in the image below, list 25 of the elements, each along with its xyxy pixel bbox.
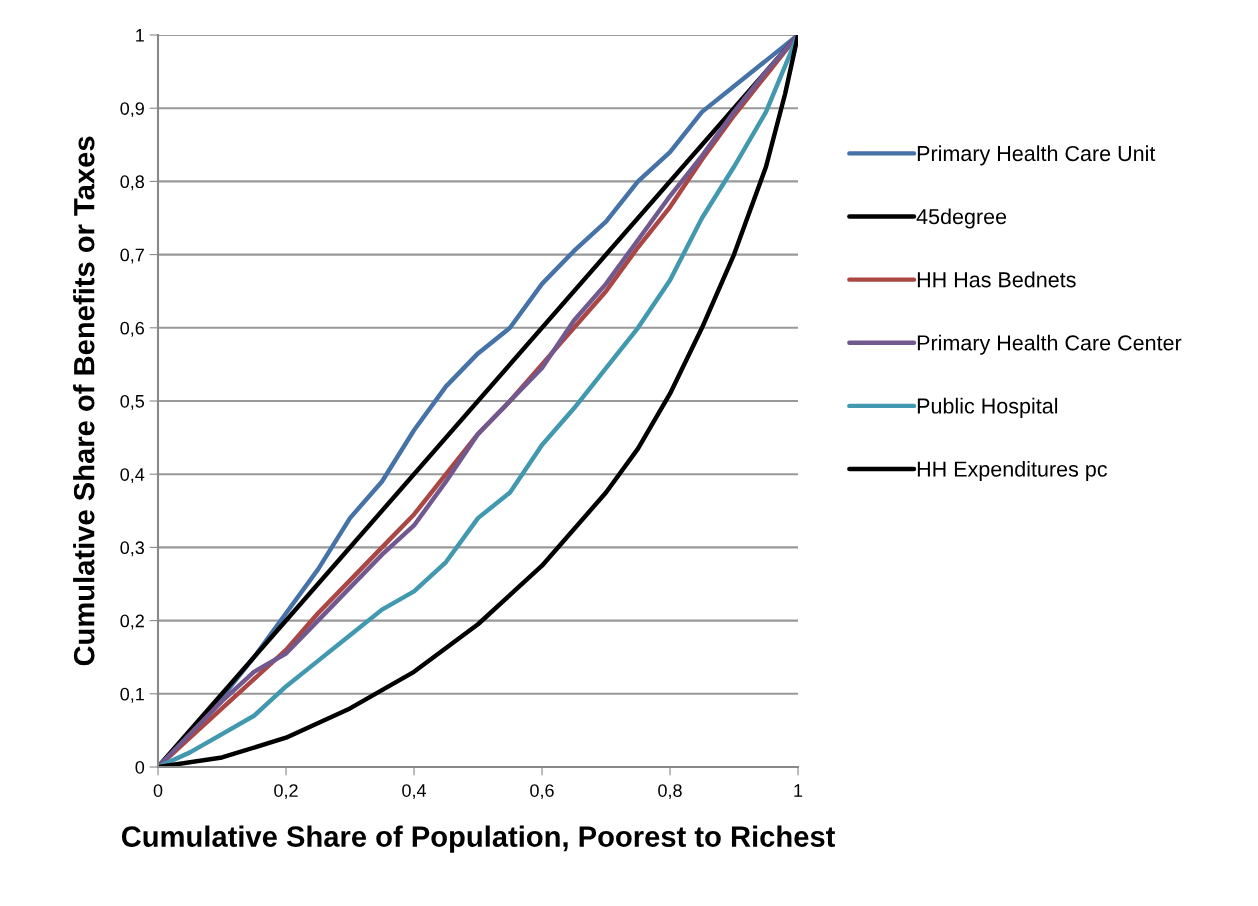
legend-label: HH Has Bednets bbox=[917, 271, 1076, 288]
legend-label: 45degree bbox=[916, 208, 1007, 229]
legend-label: Primary Health Care Unit bbox=[917, 145, 1156, 166]
legend-label: Public Hospital bbox=[917, 397, 1058, 418]
legend-label: Primary Health Care Center bbox=[917, 334, 1182, 355]
y-tick-label: 0,6 bbox=[120, 321, 145, 337]
y-tick-label: 0,8 bbox=[120, 175, 145, 191]
y-tick-label: 0,4 bbox=[120, 468, 145, 484]
legend-label: HH Expenditures pc bbox=[917, 460, 1107, 481]
y-axis-title: Cumulative Share of Benefits or Taxes bbox=[73, 136, 95, 666]
x-tick-label: 0,2 bbox=[274, 784, 298, 800]
x-tick-label: 0,6 bbox=[530, 784, 554, 800]
x-axis-title: Cumulative Share of Population, Poorest to Richest bbox=[121, 825, 836, 853]
x-tick-label: 0,8 bbox=[658, 784, 682, 800]
y-tick-label: 0,7 bbox=[120, 248, 144, 264]
y-tick-label: 0,1 bbox=[120, 687, 144, 703]
y-tick-label: 0 bbox=[135, 760, 145, 774]
x-tick-label: 0 bbox=[153, 784, 163, 797]
x-tick-label: 1 bbox=[794, 784, 803, 797]
y-tick-label: 0,2 bbox=[120, 614, 144, 630]
y-tick-label: 1 bbox=[136, 29, 144, 42]
x-tick-label: 0,4 bbox=[402, 784, 427, 800]
y-tick-label: 0,5 bbox=[120, 394, 145, 410]
y-tick-label: 0,9 bbox=[120, 102, 144, 118]
y-tick-label: 0,3 bbox=[120, 541, 145, 557]
